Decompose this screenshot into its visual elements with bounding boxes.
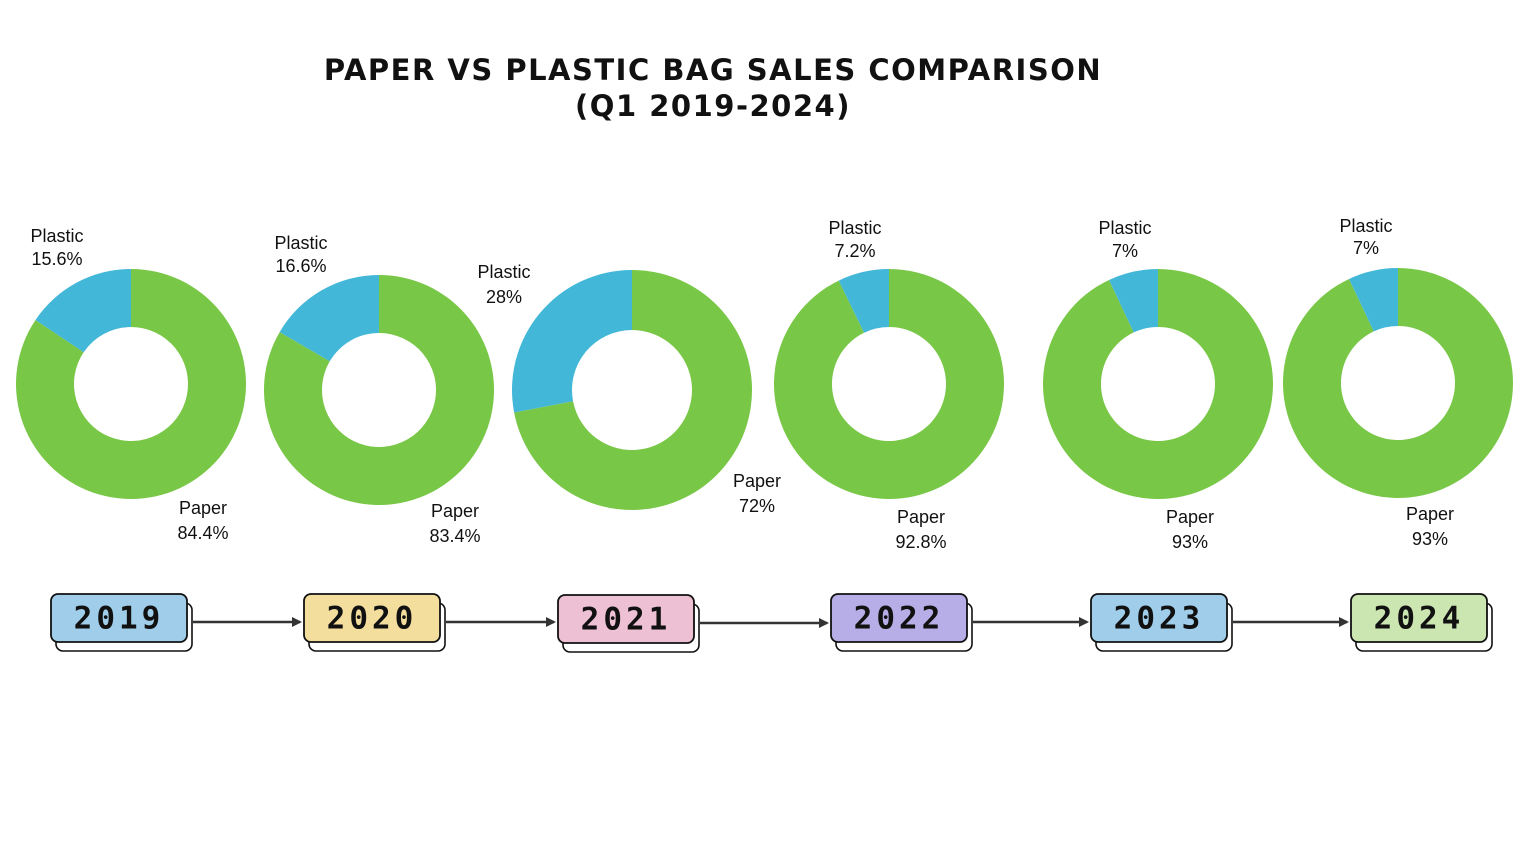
slice-label-plastic-value-2020: 16.6%: [275, 256, 326, 276]
year-badge-2020: [303, 593, 441, 643]
donut-slice-paper-2019: [15, 269, 246, 500]
year-label-2021: 2021: [581, 602, 672, 638]
slice-label-plastic-name-2021: Plastic: [477, 262, 530, 282]
slice-label-plastic-value-2024: 7%: [1353, 238, 1379, 258]
donut-slice-paper-2024: [1282, 268, 1513, 498]
year-label-2022: 2022: [854, 601, 945, 637]
slice-label-plastic-name-2023: Plastic: [1098, 218, 1151, 238]
donut-slice-plastic-2021: [512, 270, 632, 413]
year-badge-2022: [830, 593, 968, 643]
year-label-2023: 2023: [1114, 601, 1205, 637]
year-badge-2021: [557, 594, 695, 644]
year-label-2019: 2019: [74, 601, 165, 637]
slice-label-paper-name-2022: Paper: [897, 507, 945, 527]
donut-slice-plastic-2020: [279, 275, 379, 362]
year-badge-2019: [50, 593, 188, 643]
slice-label-plastic-value-2021: 28%: [486, 287, 522, 307]
year-label-2020: 2020: [327, 601, 418, 637]
donut-slice-plastic-2022: [838, 269, 889, 333]
slice-label-plastic-value-2022: 7.2%: [834, 241, 875, 261]
slice-label-paper-name-2024: Paper: [1406, 504, 1454, 524]
chart-title: PAPER VS PLASTIC BAG SALES COMPARISON: [323, 53, 1103, 87]
donut-slice-paper-2021: [514, 270, 753, 511]
year-badge-2023: [1090, 593, 1228, 643]
donut-slice-paper-2023: [1042, 269, 1273, 499]
slice-label-paper-value-2024: 93%: [1412, 529, 1448, 549]
slice-label-paper-value-2022: 92.8%: [895, 532, 946, 552]
slice-label-paper-value-2019: 84.4%: [177, 523, 228, 543]
slice-label-paper-name-2020: Paper: [431, 501, 479, 521]
donut-slice-plastic-2023: [1109, 268, 1158, 333]
donut-slice-plastic-2024: [1349, 268, 1398, 332]
slice-label-paper-name-2023: Paper: [1166, 507, 1214, 527]
slice-label-paper-value-2021: 72%: [739, 496, 775, 516]
chart-subtitle: (Q1 2019-2024): [575, 89, 851, 123]
slice-label-plastic-name-2022: Plastic: [828, 218, 881, 238]
slice-label-plastic-name-2019: Plastic: [30, 226, 83, 246]
slice-label-paper-value-2023: 93%: [1172, 532, 1208, 552]
slice-label-paper-value-2020: 83.4%: [429, 526, 480, 546]
slice-label-paper-name-2021: Paper: [733, 471, 781, 491]
donut-slice-plastic-2019: [35, 269, 132, 353]
slice-label-paper-name-2019: Paper: [179, 498, 227, 518]
slice-label-plastic-name-2024: Plastic: [1339, 216, 1392, 236]
year-label-2024: 2024: [1374, 601, 1465, 637]
slice-label-plastic-name-2020: Plastic: [274, 233, 327, 253]
year-badge-2024: [1350, 593, 1488, 643]
slice-label-plastic-value-2023: 7%: [1112, 241, 1138, 261]
donut-slice-paper-2022: [774, 269, 1005, 499]
donut-slice-paper-2020: [263, 275, 494, 506]
slice-label-plastic-value-2019: 15.6%: [31, 249, 82, 269]
